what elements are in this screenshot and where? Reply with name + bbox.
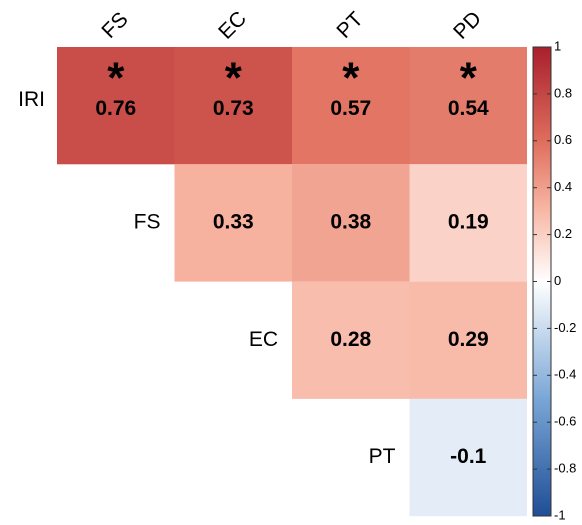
cell-value: 0.57 xyxy=(330,97,371,120)
significance-marker: * xyxy=(225,54,243,103)
heatmap-cell xyxy=(292,47,410,165)
column-label: EC xyxy=(214,7,251,44)
cell-value: 0.76 xyxy=(95,97,136,120)
heatmap-cell xyxy=(292,281,410,399)
row-label: EC xyxy=(249,328,278,351)
colorbar-tick-label: 0.6 xyxy=(554,132,572,147)
colorbar-tick-label: -0.4 xyxy=(554,367,576,382)
heatmap-cell xyxy=(174,164,292,282)
cell-value: 0.38 xyxy=(330,210,371,233)
cell-value: 0.28 xyxy=(330,328,371,351)
column-label: PD xyxy=(449,7,486,44)
column-label: FS xyxy=(97,8,132,43)
colorbar-tick-label: 0.8 xyxy=(554,85,572,100)
cell-value: 0.73 xyxy=(213,97,254,120)
colorbar-tick-label: 0.2 xyxy=(554,226,572,241)
colorbar-tick-label: 1 xyxy=(554,38,561,53)
heatmap-cell xyxy=(409,398,527,517)
colorbar-tick-label: -0.8 xyxy=(554,461,576,476)
cell-value: 0.54 xyxy=(448,97,489,120)
cell-value: 0.19 xyxy=(448,210,489,233)
heatmap-cell xyxy=(57,47,175,165)
heatmap-cell xyxy=(292,164,410,282)
colorbar-tick-label: -0.6 xyxy=(554,414,576,429)
cell-value: 0.33 xyxy=(213,210,254,233)
significance-marker: * xyxy=(107,54,125,103)
heatmap-cell xyxy=(409,281,527,399)
cell-value: 0.29 xyxy=(448,328,489,351)
significance-marker: * xyxy=(460,54,478,103)
heatmap-cell xyxy=(409,47,527,165)
cell-value: -0.1 xyxy=(450,445,487,468)
colorbar-tick-label: -1 xyxy=(554,507,566,522)
heatmap-cell xyxy=(174,47,292,165)
row-label: IRI xyxy=(18,88,45,111)
colorbar-tick-label: -0.2 xyxy=(554,320,576,335)
heatmap-cell xyxy=(409,164,527,282)
column-label: PT xyxy=(332,8,367,43)
colorbar-tick-label: 0.4 xyxy=(554,179,572,194)
row-label: FS xyxy=(134,210,161,233)
colorbar-tick-label: 0 xyxy=(554,273,561,288)
row-label: PT xyxy=(369,445,396,468)
significance-marker: * xyxy=(342,54,360,103)
